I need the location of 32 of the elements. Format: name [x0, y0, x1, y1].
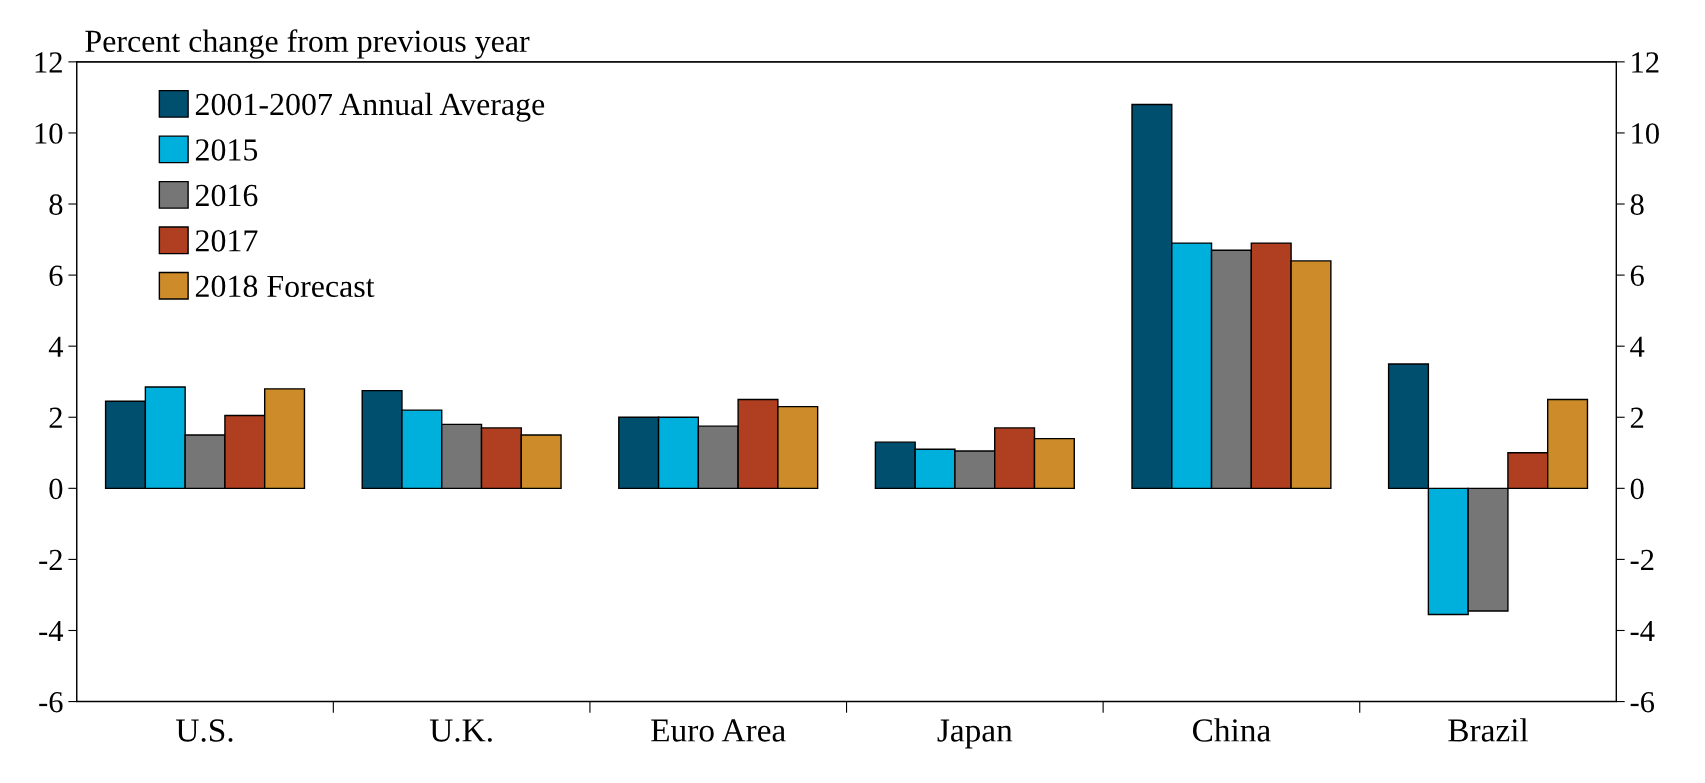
x-tick-label: U.S. — [176, 719, 233, 742]
y2-tick-label: 10 — [1632, 123, 1659, 144]
y2-tick-label: -4 — [1630, 620, 1655, 642]
legend-label: 2001-2007 Annual Average — [195, 92, 545, 122]
x-tick-label: U.K. — [429, 719, 492, 742]
y2-tick-label: 2 — [1630, 407, 1644, 428]
y-tick-label: -4 — [39, 620, 64, 642]
y-tick-label: 4 — [48, 336, 64, 357]
x-tick-label: China — [1192, 718, 1271, 742]
y-tick-label: -2 — [39, 549, 62, 571]
legend-label: 2016 — [195, 184, 258, 207]
y2-tick-label: 6 — [1630, 265, 1644, 286]
y2-tick-label: 0 — [1630, 478, 1644, 500]
y-tick-label: 8 — [49, 194, 63, 215]
x-tick-label: Euro Area — [651, 719, 786, 742]
x-tick-label: Brazil — [1448, 718, 1529, 742]
y-tick-label: 12 — [35, 52, 62, 73]
y2-tick-label: -2 — [1630, 549, 1654, 571]
y2-tick-label: 12 — [1632, 52, 1659, 73]
y-tick-label: 0 — [49, 478, 63, 500]
legend-label: 2015 — [195, 139, 258, 161]
y2-tick-label: 4 — [1630, 336, 1645, 357]
y-axis-title: Percent change from previous year — [85, 29, 530, 59]
y2-tick-label: 8 — [1630, 194, 1644, 215]
y-tick-label: 6 — [49, 265, 63, 286]
legend-label: 2018 Forecast — [195, 275, 375, 298]
y-tick-label: 2 — [49, 407, 62, 428]
y-tick-label: 10 — [35, 123, 63, 144]
x-tick-label: Japan — [937, 719, 1013, 749]
y-tick-label: -6 — [39, 691, 63, 713]
y2-tick-label: -6 — [1630, 691, 1655, 713]
legend-label: 2017 — [195, 230, 258, 252]
